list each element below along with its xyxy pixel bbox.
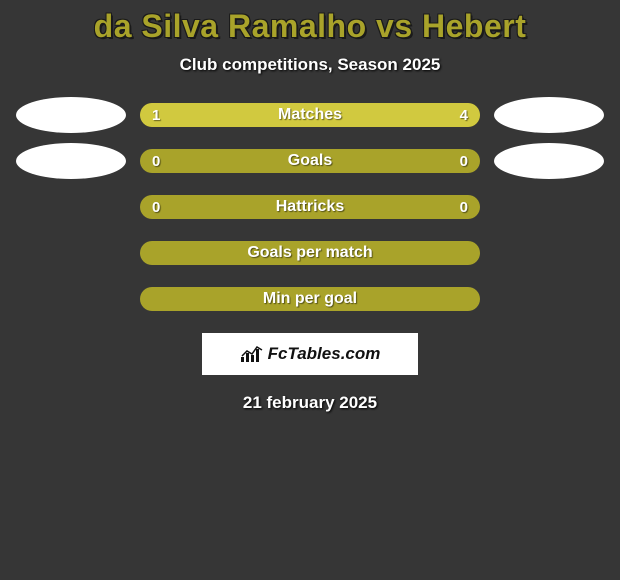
stat-label: Min per goal [140,287,480,311]
stat-bar: 00Goals [140,149,480,173]
stat-label: Matches [140,103,480,127]
brand-badge: FcTables.com [202,333,418,375]
stat-row: 14Matches [0,103,620,127]
date-label: 21 february 2025 [0,393,620,413]
stat-label: Goals per match [140,241,480,265]
stat-label: Hattricks [140,195,480,219]
stat-bar: 14Matches [140,103,480,127]
stat-bar: Goals per match [140,241,480,265]
player-avatar-left [16,143,126,179]
stat-row: 00Goals [0,149,620,173]
player-avatar-right [494,97,604,133]
player-avatar-right [494,143,604,179]
stat-row: Goals per match [0,241,620,265]
stats-list: 14Matches 00Goals 00Hattricks Goals per mat… [0,103,620,311]
player-avatar-left [16,97,126,133]
stat-label: Goals [140,149,480,173]
stat-row: 00Hattricks [0,195,620,219]
brand-text: FcTables.com [268,344,381,364]
page-title: da Silva Ramalho vs Hebert [0,8,620,45]
comparison-card: da Silva Ramalho vs Hebert Club competit… [0,0,620,413]
stat-bar: Min per goal [140,287,480,311]
stat-bar: 00Hattricks [140,195,480,219]
chart-icon [240,345,264,363]
stat-row: Min per goal [0,287,620,311]
page-subtitle: Club competitions, Season 2025 [0,55,620,75]
